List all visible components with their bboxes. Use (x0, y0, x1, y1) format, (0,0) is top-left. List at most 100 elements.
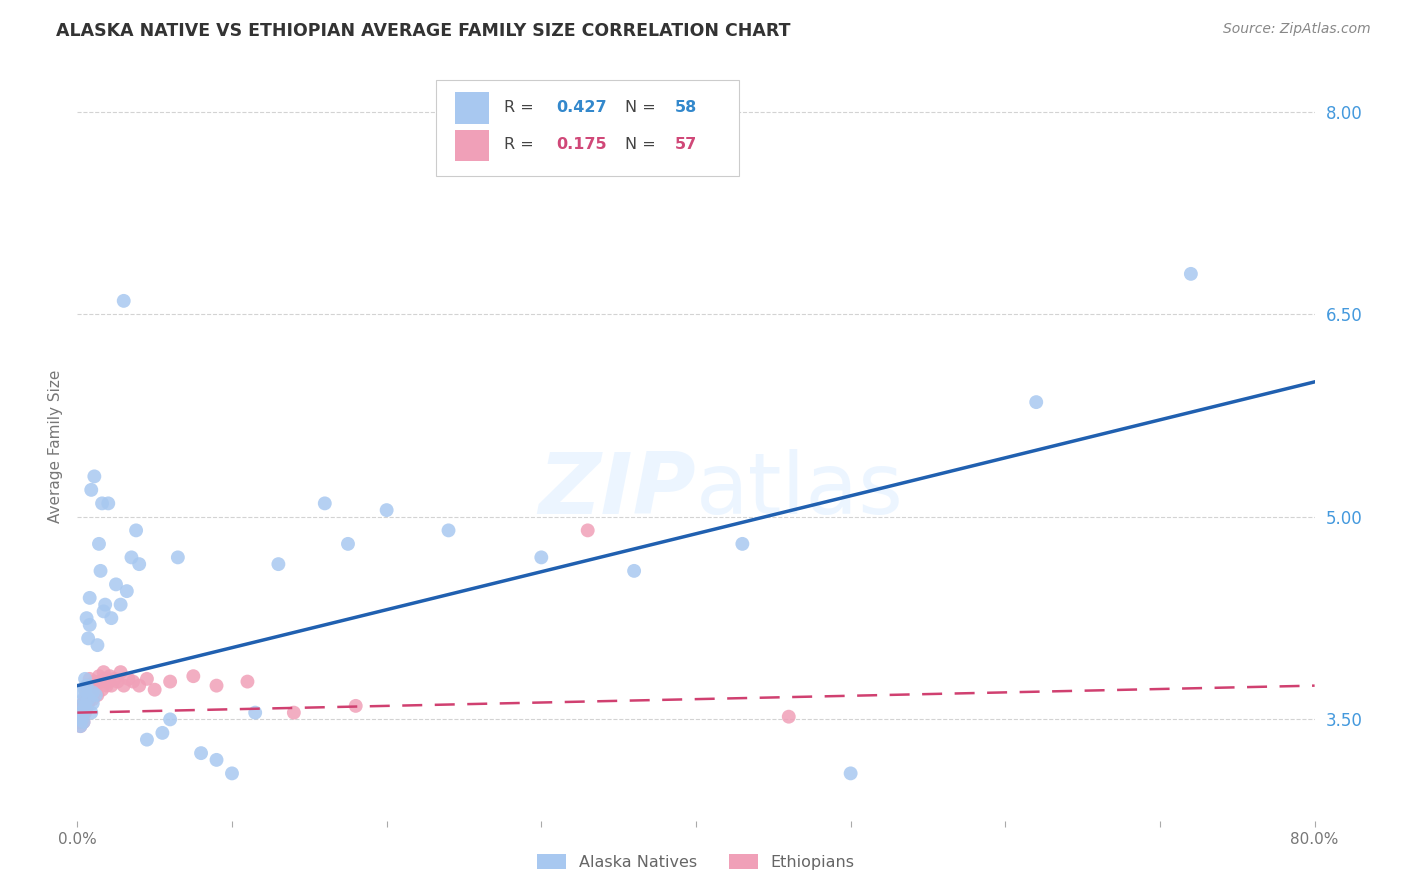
Point (205, 753, 228, 767)
Point (77, 632, 100, 646)
Point (79, 682, 101, 697)
Text: atlas: atlas (696, 450, 904, 533)
Point (75, 698, 96, 713)
Text: N =: N = (626, 137, 661, 153)
Point (75, 692, 96, 706)
Bar (454, 93, 489, 124)
Point (778, 709, 800, 723)
Point (375, 503, 398, 517)
Point (128, 679, 150, 693)
Point (86, 638, 108, 652)
Point (1180, 267, 1202, 281)
Point (70, 701, 93, 715)
Point (117, 672, 139, 686)
Point (93, 604, 115, 618)
Point (75, 706, 96, 720)
Point (75, 698, 96, 713)
Point (267, 557, 290, 571)
Point (91, 496, 114, 510)
Point (70, 712, 93, 726)
Point (77, 696, 100, 710)
Point (82, 685, 104, 699)
Point (87, 537, 110, 551)
Point (183, 669, 205, 683)
Point (80, 483, 103, 497)
Point (72, 715, 94, 730)
Point (76, 611, 98, 625)
Point (69, 709, 91, 723)
Point (152, 726, 174, 740)
Point (98, 669, 121, 683)
Point (67, 715, 90, 730)
Point (731, 537, 754, 551)
Point (77, 692, 100, 706)
Point (77, 679, 100, 693)
Point (107, 674, 129, 689)
Y-axis label: Average Family Size: Average Family Size (48, 369, 63, 523)
Point (530, 550, 553, 565)
Point (69, 706, 91, 720)
Point (70, 685, 93, 699)
Point (344, 698, 367, 713)
Point (80, 679, 103, 693)
Point (283, 706, 305, 720)
Text: R =: R = (505, 100, 538, 115)
Point (100, 611, 122, 625)
Point (121, 550, 143, 565)
Point (82, 682, 104, 697)
Point (75, 672, 96, 686)
Point (80, 688, 103, 702)
Point (72, 692, 94, 706)
Point (82, 696, 104, 710)
Point (143, 682, 166, 697)
Point (94, 598, 117, 612)
Point (136, 672, 159, 686)
Point (75, 682, 96, 697)
Point (623, 564, 645, 578)
Point (69, 706, 91, 720)
Bar (454, 130, 489, 161)
Point (70, 712, 93, 726)
Point (159, 674, 181, 689)
Point (93, 665, 115, 680)
Point (839, 766, 862, 780)
Point (72, 715, 94, 730)
Point (97, 496, 120, 510)
Point (97, 674, 120, 689)
Point (83, 469, 105, 483)
Point (79, 672, 101, 686)
Point (205, 679, 228, 693)
Text: N =: N = (626, 100, 661, 115)
Point (69, 719, 91, 733)
Point (167, 550, 190, 565)
Point (82, 692, 104, 706)
Point (190, 746, 212, 760)
Point (79, 591, 101, 605)
Point (86, 688, 108, 702)
Point (84, 688, 107, 702)
Text: ALASKA NATIVE VS ETHIOPIAN AVERAGE FAMILY SIZE CORRELATION CHART: ALASKA NATIVE VS ETHIOPIAN AVERAGE FAMIL… (56, 22, 790, 40)
Point (90, 564, 112, 578)
Point (76, 692, 98, 706)
Point (76, 679, 98, 693)
Point (84, 679, 107, 693)
Point (110, 665, 132, 680)
Point (136, 732, 159, 747)
Point (80, 706, 103, 720)
Point (115, 584, 138, 599)
Text: 58: 58 (675, 100, 697, 115)
Point (105, 577, 128, 591)
Point (103, 672, 125, 686)
Point (96, 679, 118, 693)
Point (576, 524, 599, 538)
Point (70, 698, 93, 713)
Point (100, 679, 122, 693)
Point (76, 701, 98, 715)
Point (112, 293, 135, 308)
Point (128, 557, 150, 571)
Point (125, 524, 148, 538)
FancyBboxPatch shape (436, 80, 740, 177)
Point (87, 669, 110, 683)
Point (79, 692, 101, 706)
Text: Source: ZipAtlas.com: Source: ZipAtlas.com (1223, 22, 1371, 37)
